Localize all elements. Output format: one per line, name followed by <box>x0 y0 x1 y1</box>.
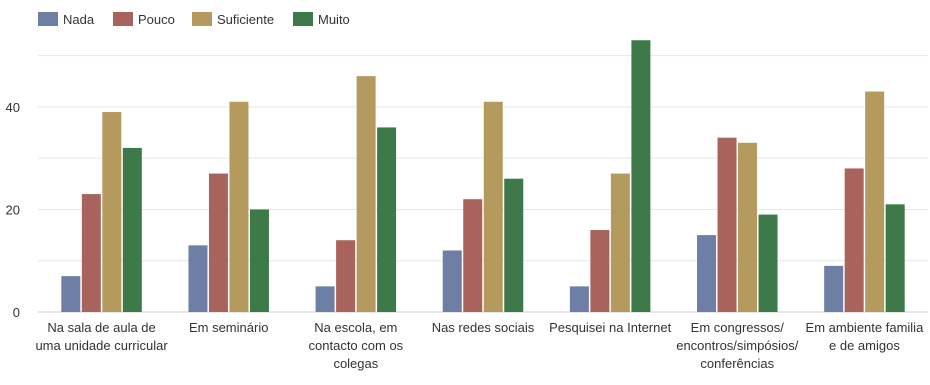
legend-swatch-muito <box>293 12 313 26</box>
x-category-label-line: encontros/simpósios/ <box>676 338 798 353</box>
x-category-label-line: conferências <box>700 356 774 371</box>
x-category-label-line: Em seminário <box>189 320 268 335</box>
bar-nada-4 <box>569 286 589 312</box>
x-axis-labels: Na sala de aula de uma unidade curricular… <box>35 320 924 371</box>
legend-swatch-pouco <box>113 12 133 26</box>
bar-suficiente-5 <box>738 142 758 312</box>
bar-muito-6 <box>885 204 905 312</box>
legend-label-muito: Muito <box>318 12 350 27</box>
x-category-label-4: Pesquisei na Internet <box>549 320 672 335</box>
bar-nada-2 <box>315 286 335 312</box>
x-category-label-line: uma unidade curricular <box>35 338 168 353</box>
x-category-label-line: e de amigos <box>829 338 900 353</box>
bar-muito-1 <box>249 209 269 312</box>
legend-swatch-suficiente <box>192 12 212 26</box>
bar-nada-5 <box>697 235 717 312</box>
x-category-label-5: Em congressos/encontros/simpósios/confer… <box>676 320 798 371</box>
chart-legend: Nada Pouco Suficiente Muito <box>38 12 350 27</box>
bar-muito-2 <box>377 127 397 312</box>
bar-suficiente-0 <box>102 112 122 312</box>
bar-pouco-4 <box>590 229 610 312</box>
x-category-label-line: Na sala de aula de <box>47 320 155 335</box>
bar-nada-3 <box>442 250 462 312</box>
bar-pouco-6 <box>844 168 864 312</box>
bar-pouco-3 <box>463 199 483 312</box>
chart-bars <box>61 40 905 313</box>
legend-label-pouco: Pouco <box>138 12 175 27</box>
bar-nada-1 <box>188 245 208 312</box>
bar-pouco-2 <box>336 240 356 312</box>
x-category-label-line: colegas <box>333 356 378 371</box>
bar-suficiente-3 <box>483 101 503 312</box>
bar-muito-0 <box>122 147 142 312</box>
bar-nada-0 <box>61 276 81 312</box>
x-category-label-6: Em ambiente familia e de amigos <box>806 320 925 353</box>
x-category-label-line: Em congressos/ <box>691 320 785 335</box>
x-category-label-line: contacto com os <box>309 338 404 353</box>
y-tick-label-20: 20 <box>6 202 20 217</box>
bar-muito-4 <box>631 40 651 312</box>
bar-suficiente-1 <box>229 101 249 312</box>
legend-swatch-nada <box>38 12 58 26</box>
bar-pouco-0 <box>81 194 101 312</box>
x-category-label-2: Na escola, em contacto com os colegas <box>309 320 404 371</box>
bar-suficiente-4 <box>610 173 630 312</box>
x-category-label-line: Nas redes sociais <box>432 320 535 335</box>
y-axis-ticks: 0 20 40 <box>6 100 20 320</box>
bar-suficiente-2 <box>356 76 376 313</box>
bar-muito-3 <box>504 178 524 312</box>
bar-pouco-5 <box>717 137 737 312</box>
legend-label-suficiente: Suficiente <box>217 12 274 27</box>
y-tick-label-40: 40 <box>6 100 20 115</box>
x-category-label-line: Na escola, em <box>314 320 397 335</box>
x-category-label-3: Nas redes sociais <box>432 320 535 335</box>
bar-muito-5 <box>758 214 778 312</box>
x-category-label-0: Na sala de aula de uma unidade curricular <box>35 320 168 353</box>
bar-nada-6 <box>824 265 844 312</box>
x-category-label-1: Em seminário <box>189 320 268 335</box>
y-tick-label-0: 0 <box>13 305 20 320</box>
bar-pouco-1 <box>208 173 228 312</box>
x-category-label-line: Em ambiente familia <box>806 320 925 335</box>
legend-label-nada: Nada <box>63 12 95 27</box>
bar-suficiente-6 <box>865 91 885 312</box>
x-category-label-line: Pesquisei na Internet <box>549 320 672 335</box>
chart-gridlines <box>38 55 928 313</box>
